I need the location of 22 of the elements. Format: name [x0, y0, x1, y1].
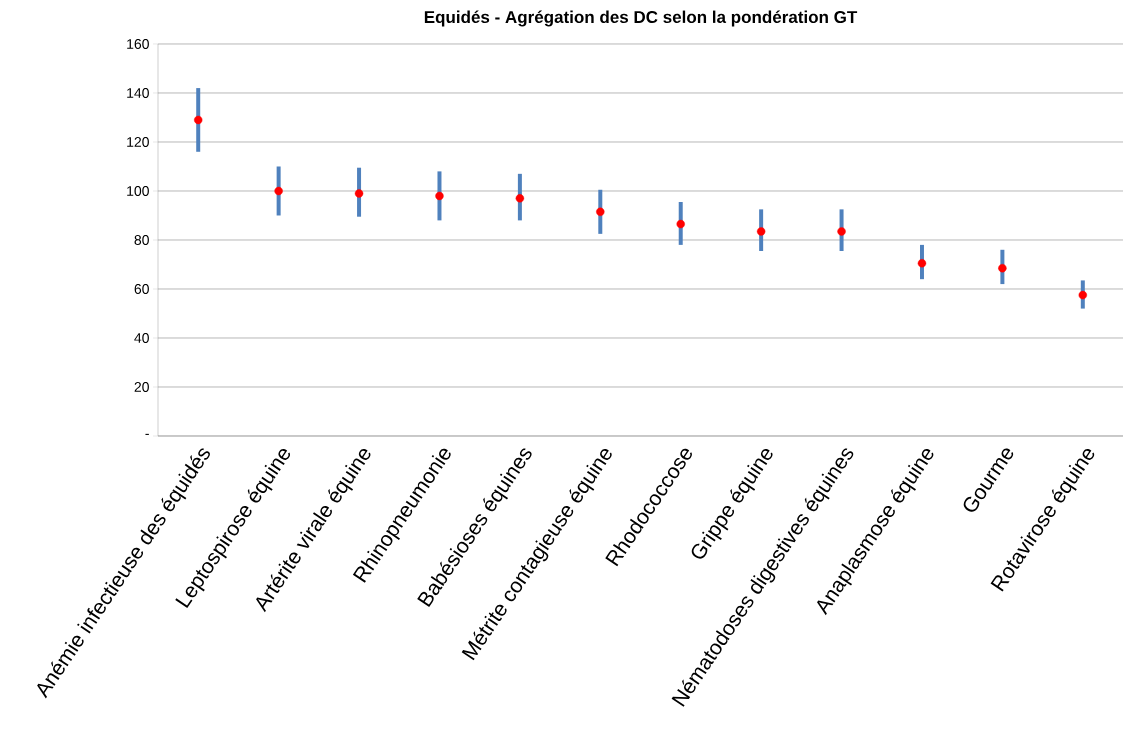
point [354, 189, 364, 198]
y-tick-label: 100 [127, 186, 149, 196]
point [676, 219, 685, 229]
y-tick-label: 140 [127, 88, 149, 98]
y-tick-label: 120 [127, 137, 149, 147]
point [596, 207, 605, 217]
y-tick-label: 20 [134, 382, 149, 392]
y-tick-label: 60 [134, 284, 149, 294]
point [274, 186, 283, 196]
point [998, 263, 1007, 273]
chart-title: Equidés - Agrégation des DC selon la pondération GT [424, 10, 858, 27]
y-tick-label: 40 [134, 333, 149, 343]
point [756, 227, 766, 236]
y-tick-label: 80 [134, 235, 149, 245]
point [1078, 290, 1088, 300]
point [837, 227, 846, 236]
point [435, 191, 444, 201]
point [194, 115, 203, 125]
point [917, 259, 927, 268]
y-tick-label: - [145, 433, 149, 435]
point [515, 194, 525, 203]
y-tick-label: 160 [127, 39, 149, 49]
